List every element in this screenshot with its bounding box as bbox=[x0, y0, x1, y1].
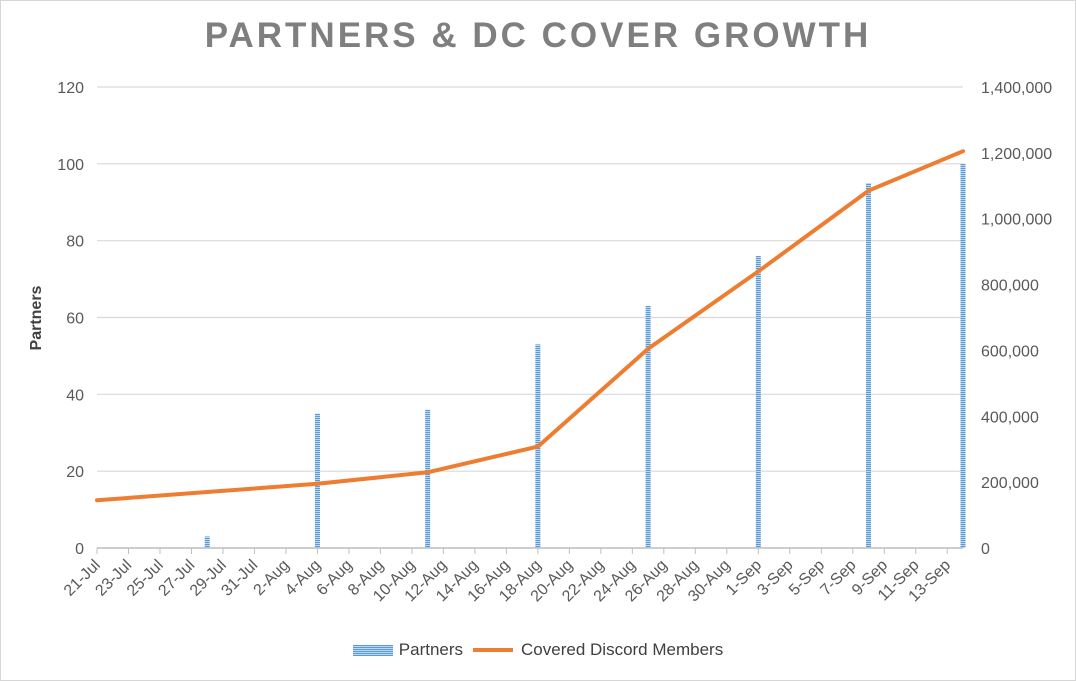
y-right-tick-label: 800,000 bbox=[981, 278, 1039, 295]
x-tick-label: 31-Jul bbox=[218, 557, 261, 600]
y-left-tick-label: 60 bbox=[66, 311, 84, 328]
legend-label-partners: Partners bbox=[398, 640, 464, 659]
y-left-tick-label: 80 bbox=[66, 234, 84, 251]
y-left-tick-label: 20 bbox=[66, 464, 84, 481]
y-right-tick-label: 200,000 bbox=[981, 475, 1039, 492]
partners-bar bbox=[425, 409, 431, 548]
chart-title: PARTNERS & DC COVER GROWTH bbox=[204, 16, 872, 55]
partners-bar bbox=[866, 183, 872, 548]
partners-swatch bbox=[352, 644, 393, 656]
covered-members-line bbox=[95, 149, 965, 503]
partners-bar bbox=[204, 536, 210, 548]
y-right-tick-label: 1,400,000 bbox=[981, 80, 1052, 97]
y-right-tick-label: 0 bbox=[981, 541, 990, 558]
partners-bar bbox=[960, 163, 966, 549]
legend: Partners Covered Discord Members bbox=[0, 640, 1076, 660]
y-left-tick-label: 100 bbox=[57, 157, 84, 174]
axes bbox=[96, 547, 963, 554]
y-axis-left-ticks: 0 20 40 60 80 100 120 bbox=[57, 80, 84, 558]
y-axis-right-ticks: 0 200,000 400,000 600,000 800,000 1,000,000 1,… bbox=[981, 80, 1052, 558]
legend-item-partners: Partners bbox=[352, 640, 464, 660]
covered-members-swatch bbox=[473, 648, 514, 652]
y-left-tick-label: 40 bbox=[66, 387, 84, 404]
y-right-tick-label: 1,000,000 bbox=[981, 212, 1052, 229]
partners-bars bbox=[204, 163, 966, 549]
legend-label-covered-members: Covered Discord Members bbox=[521, 640, 724, 659]
legend-item-covered-members: Covered Discord Members bbox=[473, 640, 723, 660]
y-right-tick-label: 1,200,000 bbox=[981, 146, 1052, 163]
x-axis-ticks: 21-Jul23-Jul25-Jul27-Jul29-Jul31-Jul2-Au… bbox=[61, 557, 954, 606]
partners-bar bbox=[314, 413, 320, 548]
y-right-tick-label: 400,000 bbox=[981, 409, 1039, 426]
y-right-tick-label: 600,000 bbox=[981, 343, 1039, 360]
partners-bar bbox=[645, 305, 651, 548]
covered-members-line-path bbox=[95, 149, 965, 503]
y-left-tick-label: 0 bbox=[75, 541, 84, 558]
partners-bar bbox=[755, 256, 761, 548]
gridlines bbox=[97, 86, 963, 549]
y-left-tick-label: 120 bbox=[57, 80, 84, 97]
